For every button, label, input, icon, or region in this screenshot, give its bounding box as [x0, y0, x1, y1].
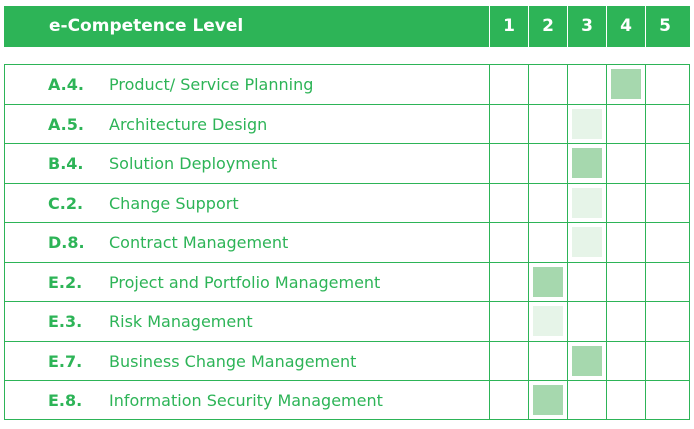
table-row: C.2. Change Support: [5, 183, 689, 223]
level-cell-4: [606, 65, 645, 104]
level-header-1: 1: [489, 6, 528, 47]
level-marker: [611, 69, 641, 99]
level-cell-4: [606, 104, 645, 144]
table-row: E.7. Business Change Management: [5, 341, 689, 381]
level-cell-1: [489, 341, 528, 381]
level-cell-5: [645, 262, 684, 302]
competence-code: C.2.: [48, 193, 84, 213]
table-row: A.5. Architecture Design: [5, 104, 689, 144]
level-marker: [572, 187, 602, 218]
level-cell-3: [567, 223, 606, 262]
competence-code: E.7.: [48, 351, 83, 371]
level-cell-3: [567, 65, 606, 104]
level-cell-3: [567, 302, 606, 341]
table-row: A.4. Product/ Service Planning: [5, 65, 689, 105]
level-cell-3: [567, 262, 606, 302]
competence-name: Contract Management: [109, 233, 289, 252]
level-cell-3: [567, 183, 606, 223]
competence-name: Product/ Service Planning: [109, 75, 314, 94]
level-cell-1: [489, 104, 528, 144]
level-cell-3: [567, 341, 606, 381]
level-marker: [572, 345, 602, 376]
table-row: E.2. Project and Portfolio Management: [5, 262, 689, 302]
level-cell-4: [606, 341, 645, 381]
level-cell-1: [489, 381, 528, 420]
level-header-3: 3: [567, 6, 606, 47]
competence-code: B.4.: [48, 154, 84, 173]
level-cell-5: [645, 341, 684, 381]
competence-name: Architecture Design: [109, 114, 268, 134]
level-cell-1: [489, 65, 528, 104]
level-cell-2: [528, 183, 567, 223]
level-header-2: 2: [528, 6, 567, 47]
competence-name: Risk Management: [109, 312, 253, 331]
level-cell-4: [606, 183, 645, 223]
competence-table: A.4. Product/ Service Planning A.5. Archite…: [4, 64, 690, 420]
level-cell-4: [606, 223, 645, 262]
level-cell-1: [489, 262, 528, 302]
table-row: B.4. Solution Deployment: [5, 144, 689, 184]
level-cell-5: [645, 65, 684, 104]
level-cell-5: [645, 381, 684, 420]
level-cell-5: [645, 144, 684, 183]
level-marker: [533, 306, 563, 336]
level-marker: [572, 148, 602, 178]
level-cell-5: [645, 104, 684, 144]
level-cell-3: [567, 381, 606, 420]
level-header-5: 5: [645, 6, 684, 47]
level-cell-2: [528, 104, 567, 144]
table-header: e-Competence Level 1 2 3 4 5: [4, 6, 690, 47]
table-row: E.8. Information Security Management: [5, 381, 689, 421]
competence-name: Solution Deployment: [109, 154, 278, 173]
level-cell-2: [528, 262, 567, 302]
competence-name: Change Support: [109, 193, 239, 213]
level-cell-1: [489, 223, 528, 262]
level-cell-2: [528, 302, 567, 341]
level-cell-1: [489, 302, 528, 341]
level-cell-4: [606, 262, 645, 302]
level-cell-5: [645, 223, 684, 262]
level-cell-4: [606, 381, 645, 420]
level-marker: [533, 266, 563, 297]
level-cell-4: [606, 144, 645, 183]
competence-name: Business Change Management: [109, 351, 357, 371]
table-row: E.3. Risk Management: [5, 302, 689, 342]
table-row: D.8. Contract Management: [5, 223, 689, 263]
level-cell-2: [528, 381, 567, 420]
level-cell-2: [528, 341, 567, 381]
level-cell-2: [528, 65, 567, 104]
header-title: e-Competence Level: [49, 16, 244, 36]
competence-name: Project and Portfolio Management: [109, 272, 381, 292]
level-marker: [533, 385, 563, 415]
level-cell-1: [489, 183, 528, 223]
level-cell-3: [567, 144, 606, 183]
competence-name: Information Security Management: [109, 391, 383, 410]
level-cell-1: [489, 144, 528, 183]
competence-code: D.8.: [48, 233, 85, 252]
competence-code: E.8.: [48, 391, 83, 410]
level-cell-3: [567, 104, 606, 144]
level-marker: [572, 108, 602, 139]
competence-code: E.3.: [48, 312, 83, 331]
competence-code: A.5.: [48, 114, 84, 134]
level-header-4: 4: [606, 6, 645, 47]
level-cell-4: [606, 302, 645, 341]
level-marker: [572, 227, 602, 257]
level-cell-5: [645, 183, 684, 223]
level-cell-2: [528, 144, 567, 183]
competence-code: A.4.: [48, 75, 84, 94]
competence-code: E.2.: [48, 272, 83, 292]
level-cell-2: [528, 223, 567, 262]
level-cell-5: [645, 302, 684, 341]
